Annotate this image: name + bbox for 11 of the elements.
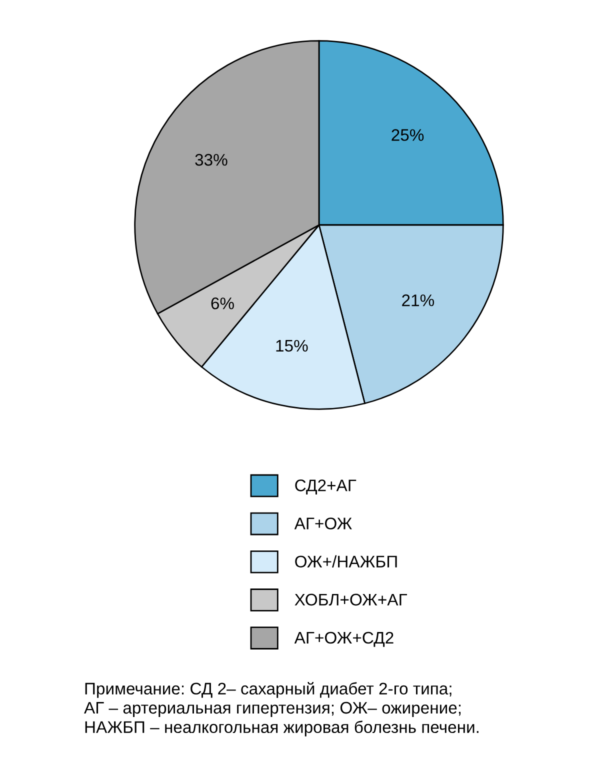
legend-label: ХОБЛ+ОЖ+АГ xyxy=(294,594,408,606)
data-label: 6% xyxy=(211,297,234,310)
data-label: 21% xyxy=(402,294,434,306)
legend-label: АГ+ОЖ xyxy=(294,518,352,530)
legend-label: АГ+ОЖ+СД2 xyxy=(294,632,394,647)
data-label: 15% xyxy=(276,340,308,352)
data-label: 25% xyxy=(392,129,424,141)
legend-label: СД2+АГ xyxy=(295,480,356,494)
text: Примечание: СД 2– сахарный диабет 2-го типа; АГ – артериальная гипертензия; ОЖ– ожирение; НАЖБП – неалкогольная жировая болезнь печени. xyxy=(84,682,478,736)
data-label: 33% xyxy=(195,154,228,166)
legend-label: ОЖ+/НАЖБП xyxy=(295,555,397,568)
